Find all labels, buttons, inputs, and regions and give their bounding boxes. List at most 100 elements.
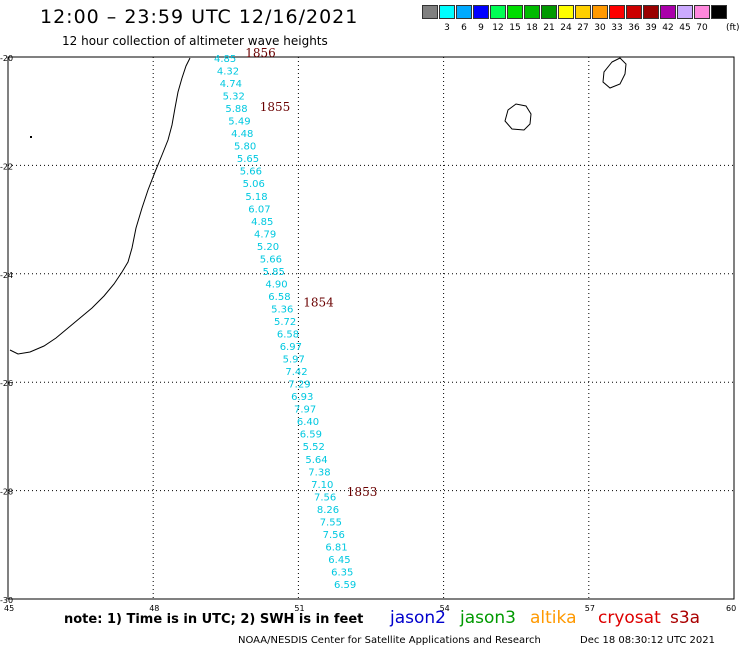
- swh-reading: 7.29: [288, 380, 310, 391]
- swh-reading: 8.26: [317, 505, 339, 516]
- colorbar-label: 15: [509, 23, 521, 33]
- colorbar-swatch: [660, 5, 676, 19]
- satellite-legend-entry: jason3: [460, 608, 516, 628]
- swh-reading: 5.64: [305, 455, 327, 466]
- swh-reading: 7.56: [323, 530, 345, 541]
- swh-reading: 7.97: [294, 405, 316, 416]
- reunion-island: [504, 103, 532, 131]
- swh-readings: 4.85 4.324.74 5.325.88 5.494.48 5.805.65 5.66…: [214, 54, 356, 591]
- swh-reading: 4.32: [217, 67, 239, 78]
- longitude-tick-label: 60: [726, 604, 736, 613]
- footer-note: note: 1) Time is in UTC; 2) SWH is in fe…: [64, 612, 364, 627]
- swh-reading: 5.18: [245, 192, 267, 203]
- swh-reading: 5.20: [257, 242, 279, 253]
- pass-number-label: 1853: [347, 485, 378, 499]
- swh-reading: 4.48: [231, 129, 253, 140]
- colorbar-swatch: [490, 5, 506, 19]
- colorbar-swatch: [422, 5, 438, 19]
- colorbar-swatch: [609, 5, 625, 19]
- map-gridlines: [8, 57, 734, 599]
- generated-timestamp: Dec 18 08:30:12 UTC 2021: [580, 635, 715, 646]
- swh-reading: 5.52: [303, 442, 325, 453]
- colorbar-swatch: [626, 5, 642, 19]
- longitude-tick-label: 45: [4, 604, 14, 613]
- swh-reading: 5.88: [225, 104, 247, 115]
- credit-line: NOAA/NESDIS Center for Satellite Applica…: [238, 635, 541, 646]
- colorbar-swatch: [524, 5, 540, 19]
- colorbar-swatch: [575, 5, 591, 19]
- colorbar-swatch: [473, 5, 489, 19]
- swh-reading: 5.32: [223, 92, 245, 103]
- colorbar-swatch: [592, 5, 608, 19]
- madagascar-coastline: [9, 57, 191, 355]
- colorbar-swatch: [541, 5, 557, 19]
- swh-reading: 4.79: [254, 229, 276, 240]
- pass-labels: 1856 1855 1854 1853: [245, 46, 377, 499]
- colorbar-swatch: [456, 5, 472, 19]
- swh-reading: 6.07: [248, 204, 270, 215]
- colorbar-swatch: [439, 5, 455, 19]
- swh-reading: 5.36: [271, 305, 293, 316]
- latitude-tick-label: -26: [0, 379, 13, 388]
- pass-number-label: 1855: [260, 100, 291, 114]
- colorbar-swatch: [507, 5, 523, 19]
- swh-reading: 6.58: [268, 292, 290, 303]
- swh-reading: 5.85: [263, 267, 285, 278]
- latitude-tick-label: -22: [0, 162, 13, 171]
- colorbar-label: 30: [594, 23, 606, 33]
- longitude-tick-label: 51: [294, 604, 304, 613]
- swh-reading: 7.42: [285, 367, 307, 378]
- swh-reading: 6.40: [297, 417, 319, 428]
- swh-reading: 5.80: [234, 142, 256, 153]
- map-subtitle: 12 hour collection of altimeter wave hei…: [62, 34, 328, 48]
- swh-reading: 5.65: [237, 154, 259, 165]
- swh-reading: 4.74: [220, 79, 242, 90]
- swh-reading: 6.81: [325, 542, 347, 553]
- swh-reading: 5.06: [243, 179, 265, 190]
- pass-number-label: 1854: [303, 295, 334, 309]
- colorbar-label: 21: [543, 23, 555, 33]
- latitude-tick-label: -20: [0, 54, 13, 63]
- map-tick-labels: 45 48 51 54 57 60 -20 -22 -24 -26 -28 -30: [0, 54, 736, 613]
- colorbar-label: 33: [611, 23, 623, 33]
- map-title: 12:00 – 23:59 UTC 12/16/2021: [40, 6, 359, 28]
- swh-reading: 6.35: [331, 568, 353, 579]
- swh-reading: 4.85: [251, 217, 273, 228]
- swh-reading: 7.56: [314, 492, 336, 503]
- swh-reading: 5.72: [274, 317, 296, 328]
- colorbar-label: 24: [560, 23, 572, 33]
- swh-reading: 6.45: [328, 555, 350, 566]
- colorbar-label: 36: [628, 23, 640, 33]
- swh-reading: 5.49: [228, 117, 250, 128]
- colorbar-label: 70: [696, 23, 708, 33]
- swh-reading: 7.10: [311, 480, 333, 491]
- colorbar-unit: (ft): [726, 23, 740, 33]
- longitude-tick-label: 57: [585, 604, 595, 613]
- pass-number-label: 1856: [245, 46, 276, 60]
- swh-reading: 7.38: [308, 467, 330, 478]
- latitude-tick-label: -28: [0, 488, 13, 497]
- longitude-tick-label: 48: [149, 604, 159, 613]
- satellite-legend-entry: cryosat: [598, 608, 661, 628]
- swh-reading: 6.97: [280, 342, 302, 353]
- latitude-tick-label: -30: [0, 596, 13, 605]
- longitude-tick-label: 54: [440, 604, 450, 613]
- colorbar-swatch: [677, 5, 693, 19]
- colorbar-label: 18: [526, 23, 538, 33]
- swh-reading: 4.90: [265, 279, 287, 290]
- latitude-tick-label: -24: [0, 271, 13, 280]
- satellite-legend-entry: s3a: [670, 608, 701, 628]
- colorbar-swatch: [558, 5, 574, 19]
- colorbar-swatch: [643, 5, 659, 19]
- swh-reading: 5.66: [260, 254, 282, 265]
- mauritius-island: [602, 57, 627, 89]
- swh-reading: 5.97: [283, 355, 305, 366]
- swh-reading: 7.55: [320, 517, 342, 528]
- colorbar-label: 3: [444, 23, 450, 33]
- colorbar-label: 9: [478, 23, 484, 33]
- swh-reading: 4.85: [214, 54, 236, 65]
- colorbar-label: 39: [645, 23, 657, 33]
- swh-reading: 6.93: [291, 392, 313, 403]
- satellite-legend-entry: altika: [530, 608, 577, 628]
- colorbar-swatch: [711, 5, 727, 19]
